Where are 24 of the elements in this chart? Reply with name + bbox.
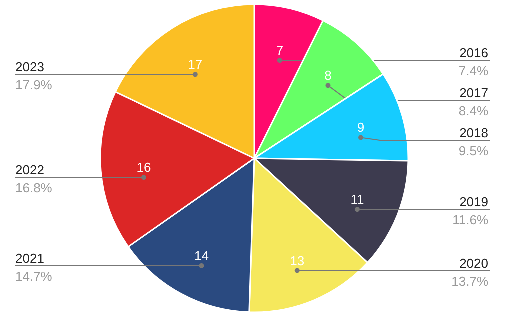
slice-label: 2021 [16, 251, 44, 266]
slice-label: 2022 [16, 162, 44, 178]
slice-label: 2017 [460, 86, 488, 101]
data-label: 8 [324, 68, 332, 84]
text: 8.4% [458, 104, 489, 119]
slice-label: 2016 [460, 46, 488, 61]
data-label: 7 [276, 43, 284, 58]
data-label: 14 [194, 248, 209, 264]
slice-label: 2023 [16, 60, 44, 75]
text: 11.6% [452, 212, 489, 228]
text: 9.5% [458, 144, 489, 159]
data-label: 11 [350, 192, 364, 208]
slice-label: 2019 [460, 194, 488, 210]
text: 17.9% [16, 78, 53, 93]
text: 13.7% [452, 274, 489, 289]
text: 16.8% [16, 180, 53, 196]
text: 7.4% [458, 64, 489, 79]
slice-label: 2020 [460, 256, 488, 271]
data-label: 16 [136, 160, 152, 176]
slice-label: 2018 [460, 126, 488, 141]
text: 14.7% [16, 269, 53, 284]
data-label: 13 [290, 253, 305, 268]
data-label: 9 [357, 120, 365, 136]
data-label: 17 [188, 57, 203, 72]
